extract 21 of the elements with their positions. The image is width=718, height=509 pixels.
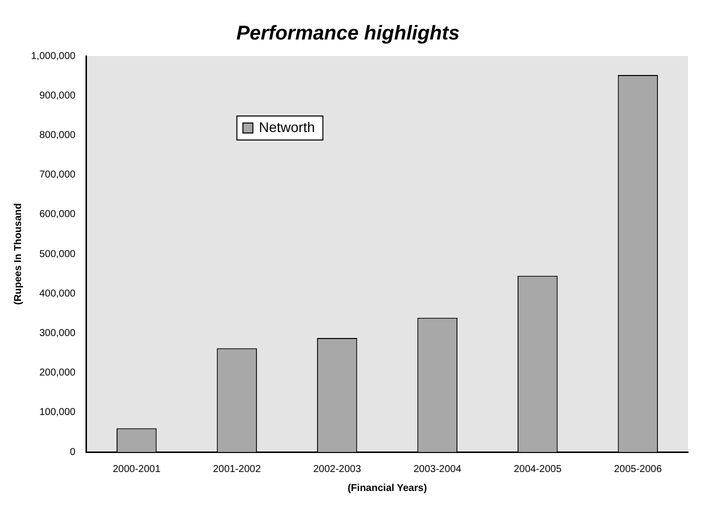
y-tick-label: 500,000	[39, 248, 76, 260]
y-axis-title: (Rupees In Thousand	[12, 203, 24, 305]
y-tick-label: 200,000	[39, 368, 76, 379]
y-tick-label: 1,000,000	[30, 50, 76, 62]
y-tick-label: 0	[70, 446, 76, 458]
y-tick-label: 800,000	[39, 130, 76, 141]
x-tick-label: 2002-2003	[313, 464, 362, 475]
chart-title: Performance highlights	[236, 22, 460, 45]
x-tick-label: 2003-2004	[413, 464, 462, 475]
legend-label: Networth	[258, 118, 315, 135]
x-tick-label: 2000-2001	[112, 464, 161, 475]
y-tick-label: 400,000	[39, 288, 76, 300]
x-tick-label: 2001-2002	[212, 464, 262, 475]
y-tick-label: 100,000	[39, 407, 76, 418]
y-tick-label: 300,000	[39, 328, 76, 339]
x-axis-title: (Financial Years)	[348, 482, 427, 494]
x-tick-label: 2005-2006	[614, 464, 662, 475]
y-tick-label: 600,000	[39, 209, 76, 220]
x-tick-label: 2004-2005	[514, 464, 562, 475]
y-tick-label: 700,000	[39, 170, 76, 181]
y-tick-label: 900,000	[39, 90, 76, 102]
